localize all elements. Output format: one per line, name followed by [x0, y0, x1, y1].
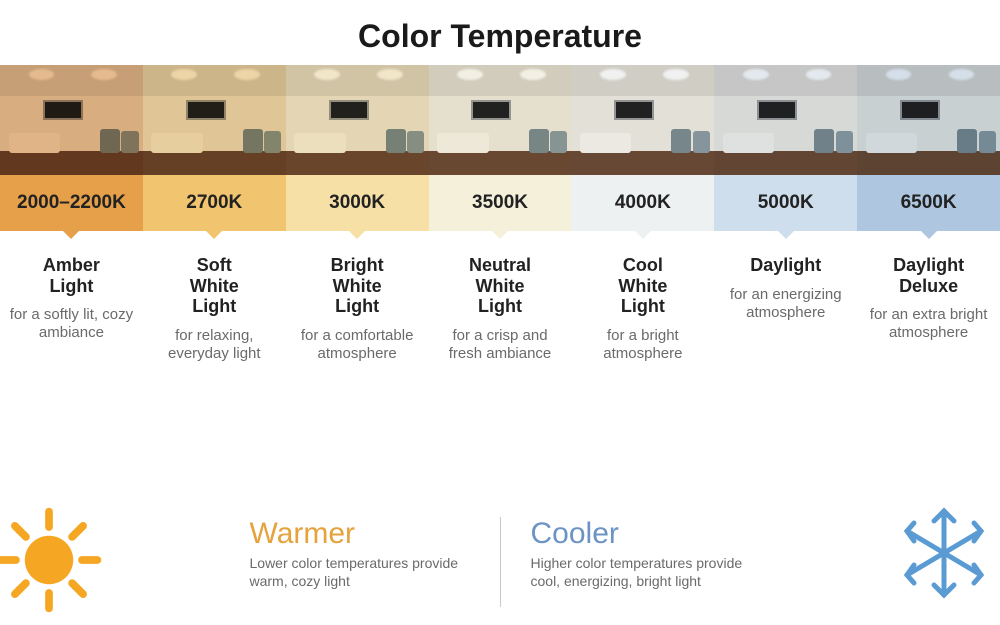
kelvin-band-row: 2000–2200K2700K3000K3500K4000K5000K6500K: [0, 175, 1000, 231]
temperature-label: BrightWhiteLight for a comfortable atmosp…: [286, 255, 429, 363]
kelvin-pointer: [921, 231, 937, 239]
kelvin-pointer: [349, 231, 365, 239]
label-desc: for a comfortable atmosphere: [292, 327, 423, 363]
footer-warm-desc: Lower color temperatures provide warm, c…: [250, 555, 470, 590]
room-sample: [429, 65, 572, 175]
label-desc: for a softly lit, cozy ambiance: [6, 306, 137, 342]
footer-cool-desc: Higher color temperatures provide cool, …: [531, 555, 751, 590]
label-name: SoftWhiteLight: [149, 255, 280, 317]
label-desc: for an energizing atmosphere: [720, 286, 851, 322]
label-name: NeutralWhiteLight: [435, 255, 566, 317]
kelvin-pointer: [206, 231, 222, 239]
temperature-label: SoftWhiteLight for relaxing, everyday lig…: [143, 255, 286, 363]
kelvin-pointer: [63, 231, 79, 239]
label-desc: for a crisp and fresh ambiance: [435, 327, 566, 363]
room-image-row: [0, 65, 1000, 175]
footer-cool-title: Cooler: [531, 517, 751, 551]
footer-warm: Warmer Lower color temperatures provide …: [230, 517, 490, 590]
temperature-label: Daylight for an energizing atmosphere: [714, 255, 857, 363]
label-name: CoolWhiteLight: [577, 255, 708, 317]
sun-icon: [0, 505, 104, 615]
temperature-label: DaylightDeluxe for an extra bright atmosp…: [857, 255, 1000, 363]
kelvin-band: 2000–2200K: [0, 175, 143, 231]
kelvin-band: 3500K: [429, 175, 572, 231]
kelvin-band: 2700K: [143, 175, 286, 231]
label-desc: for an extra bright atmosphere: [863, 306, 994, 342]
label-name: DaylightDeluxe: [863, 255, 994, 296]
kelvin-band: 4000K: [571, 175, 714, 231]
room-sample: [857, 65, 1000, 175]
snowflake-icon: [894, 503, 994, 603]
label-name: BrightWhiteLight: [292, 255, 423, 317]
room-sample: [286, 65, 429, 175]
label-row: AmberLight for a softly lit, cozy ambianc…: [0, 231, 1000, 363]
temperature-label: NeutralWhiteLight for a crisp and fresh a…: [429, 255, 572, 363]
footer-cool: Cooler Higher color temperatures provide…: [511, 517, 771, 590]
label-desc: for a bright atmosphere: [577, 327, 708, 363]
kelvin-band: 5000K: [714, 175, 857, 231]
page-title: Color Temperature: [0, 0, 1000, 65]
label-name: AmberLight: [6, 255, 137, 296]
room-sample: [571, 65, 714, 175]
label-desc: for relaxing, everyday light: [149, 327, 280, 363]
kelvin-band: 6500K: [857, 175, 1000, 231]
room-sample: [143, 65, 286, 175]
footer: Warmer Lower color temperatures provide …: [0, 517, 1000, 607]
room-sample: [714, 65, 857, 175]
label-name: Daylight: [720, 255, 851, 276]
footer-divider: [500, 517, 501, 607]
footer-warm-title: Warmer: [250, 517, 470, 551]
temperature-label: CoolWhiteLight for a bright atmosphere: [571, 255, 714, 363]
kelvin-pointer: [778, 231, 794, 239]
temperature-label: AmberLight for a softly lit, cozy ambianc…: [0, 255, 143, 363]
kelvin-pointer: [492, 231, 508, 239]
kelvin-band: 3000K: [286, 175, 429, 231]
room-sample: [0, 65, 143, 175]
kelvin-pointer: [635, 231, 651, 239]
